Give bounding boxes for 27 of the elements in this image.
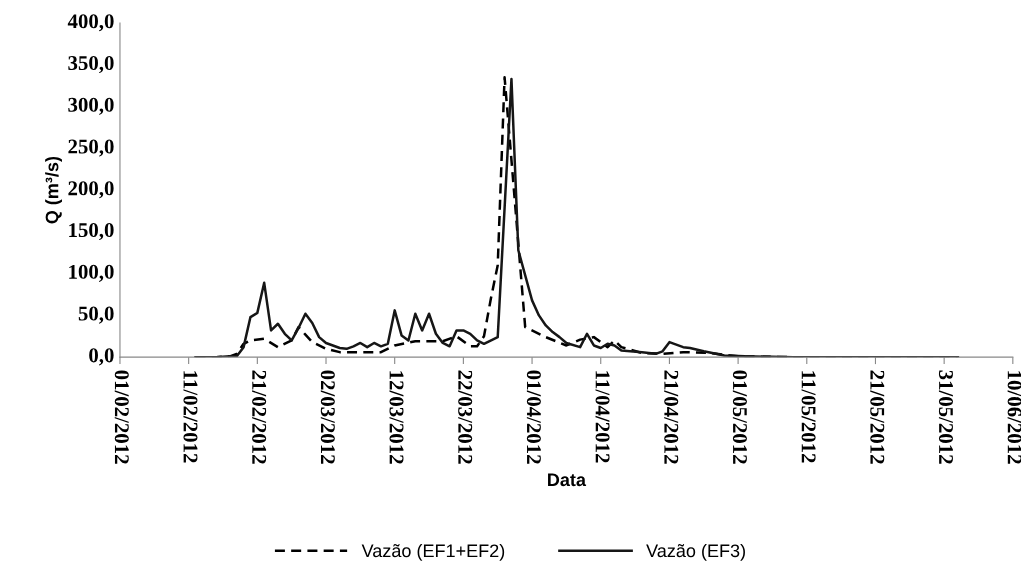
y-axis-title: Q (m³/s): [45, 156, 62, 224]
x-tick-label: 21/02/2012: [252, 370, 267, 464]
x-tick-label: 02/03/2012: [320, 370, 335, 464]
x-tick-label: 11/05/2012: [801, 371, 816, 463]
y-tick-label: 300,0: [68, 97, 114, 115]
y-tick-label: 150,0: [69, 223, 114, 241]
x-axis-title: Data: [548, 473, 587, 487]
x-tick-label: 01/02/2012: [114, 370, 129, 464]
x-tick-label: 01/05/2012: [732, 370, 747, 464]
x-tick-label: 21/05/2012: [870, 370, 885, 464]
x-tick-label: 01/04/2012: [526, 370, 541, 464]
x-tick-label: 12/03/2012: [389, 371, 404, 464]
x-tick-label: 21/04/2012: [664, 370, 679, 464]
y-tick-label: 0,0: [89, 348, 114, 366]
legend-label: Vazão (EF3): [646, 543, 745, 561]
legend-label: Vazão (EF1+EF2): [361, 543, 505, 561]
y-tick-label: 350,0: [68, 56, 114, 74]
y-tick-label: 200,0: [68, 181, 114, 199]
x-tick-label: 11/04/2012: [595, 371, 610, 463]
y-tick-label: 250,0: [68, 139, 114, 157]
y-tick-label: 400,0: [67, 14, 114, 32]
x-tick-label: 11/02/2012: [183, 371, 198, 463]
y-tick-label: 50,0: [78, 306, 114, 324]
x-tick-label: 22/03/2012: [458, 370, 473, 464]
y-tick-label: 100,0: [69, 264, 114, 282]
x-tick-label: 10/06/2012: [1007, 371, 1021, 464]
x-tick-label: 31/05/2012: [938, 370, 953, 464]
